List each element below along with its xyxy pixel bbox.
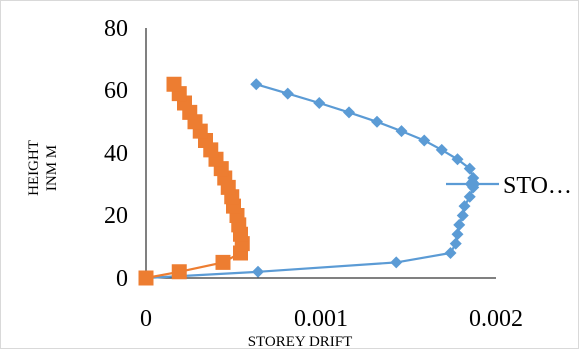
series-1-point	[444, 247, 457, 259]
y-tick-label: 80	[104, 16, 128, 42]
y-axis-title-line-2: INM M	[44, 145, 60, 191]
legend-label: STO…	[503, 173, 572, 199]
y-tick-label: 60	[104, 78, 128, 104]
y-tick-label: 0	[116, 266, 128, 292]
series-1-point	[456, 209, 469, 222]
y-tick-label: 20	[104, 203, 128, 229]
series-1-point	[451, 153, 464, 166]
series-1-point	[281, 87, 294, 100]
x-tick-label: 0.002	[469, 306, 523, 332]
series-1-point	[390, 256, 403, 269]
series-1-point	[250, 78, 263, 91]
series-1-point	[449, 237, 462, 250]
x-tick-labels: 0 0.001 0.002	[140, 306, 523, 332]
series-1-point	[395, 125, 408, 138]
series-1-point	[252, 265, 264, 278]
series-1-point	[458, 200, 471, 213]
series-2-point	[166, 76, 182, 92]
series-1-point	[451, 228, 464, 241]
y-tick-labels: 0 20 40 60 80	[104, 16, 128, 292]
series-1-point	[463, 162, 476, 175]
y-axis-title: HEIGHT INM M	[26, 140, 60, 196]
series-1-point	[463, 190, 476, 203]
series-1-point	[371, 115, 383, 128]
series-1-point	[453, 218, 466, 231]
axes	[145, 28, 496, 279]
series-2-point	[138, 270, 154, 286]
series-1-point	[435, 143, 448, 156]
legend: STO…	[446, 173, 572, 199]
x-tick-label: 0	[140, 306, 152, 332]
legend-marker	[465, 175, 480, 193]
series-2	[138, 76, 250, 286]
y-axis-title-line-1: HEIGHT	[26, 140, 42, 196]
x-axis-title: STOREY DRIFT	[248, 334, 353, 349]
series-1-point	[313, 97, 326, 109]
series-2-point	[171, 264, 187, 280]
x-tick-label: 0.001	[294, 306, 348, 332]
y-tick-label: 40	[104, 141, 128, 167]
series-1-point	[343, 106, 355, 119]
series-1-point	[418, 134, 431, 147]
series-2-point	[215, 254, 231, 270]
